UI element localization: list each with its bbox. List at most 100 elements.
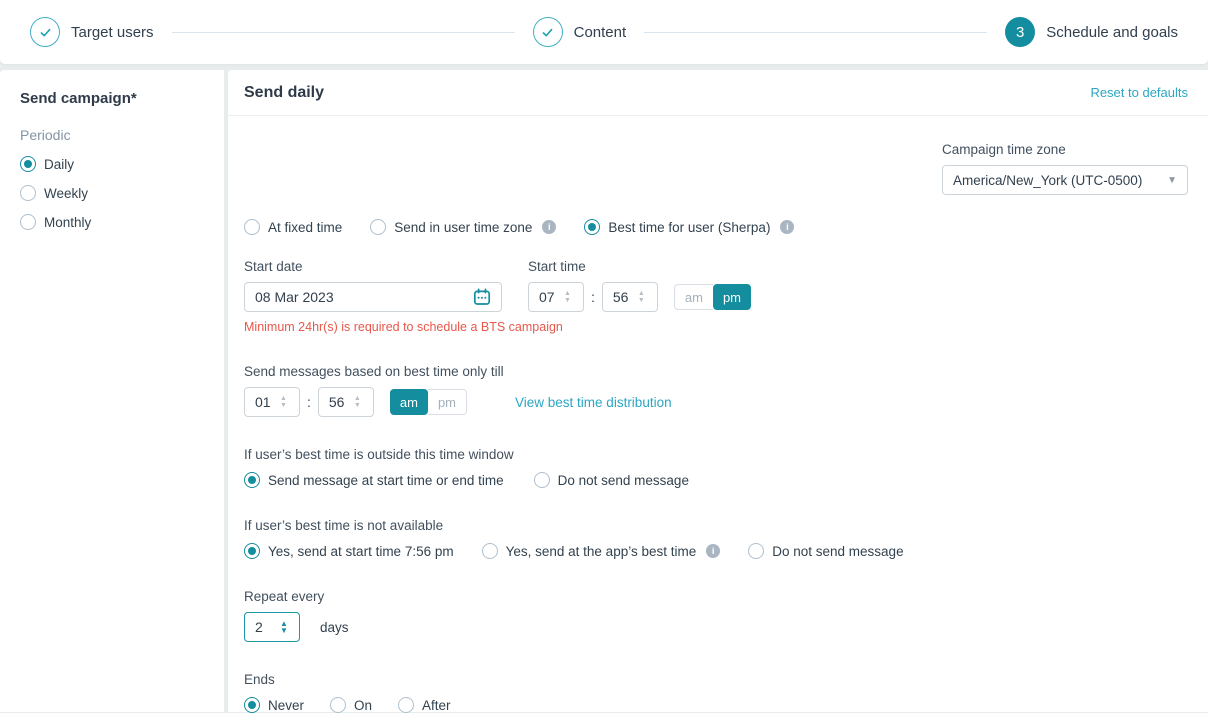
radio-button-icon <box>398 697 415 713</box>
delivery-mode-group: At fixed time Send in user time zone Bes… <box>244 219 1188 235</box>
radio-button-icon <box>244 219 260 235</box>
spinner-down-icon[interactable]: ▼ <box>280 402 287 409</box>
radio-do-not-send-2[interactable]: Do not send message <box>748 543 904 559</box>
start-minute-stepper[interactable]: ▲▼ <box>601 282 658 312</box>
radio-weekly[interactable]: Weekly <box>20 185 204 201</box>
step-target-users[interactable]: Target users <box>30 17 154 47</box>
spinner-down-icon[interactable]: ▼ <box>637 297 645 304</box>
step-content[interactable]: Content <box>532 17 627 47</box>
info-icon[interactable] <box>780 220 795 234</box>
window-hour-input[interactable] <box>245 394 279 410</box>
spinner-arrows[interactable]: ▲ ▼ <box>280 395 287 409</box>
spinner-down-icon[interactable]: ▼ <box>564 297 571 304</box>
radio-button-icon <box>370 219 387 235</box>
wizard-stepper: Target users Content 3 Schedule and goal… <box>0 0 1208 64</box>
radio-button-icon <box>584 219 601 235</box>
outside-window-group: Send message at start time or end time D… <box>244 472 1188 488</box>
radio-send-at-start-or-end[interactable]: Send message at start time or end time <box>244 472 504 488</box>
radio-daily[interactable]: Daily <box>20 156 204 172</box>
info-icon[interactable] <box>706 544 721 558</box>
timezone-value: America/New_York (UTC-0500) <box>953 172 1143 188</box>
radio-label: Weekly <box>44 185 89 201</box>
radio-best-time-for-user[interactable]: Best time for user (Sherpa) <box>584 219 795 235</box>
spinner-up-icon[interactable]: ▲ <box>637 290 645 297</box>
spinner-arrows[interactable]: ▲ ▼ <box>354 395 361 409</box>
radio-send-in-user-time-zone[interactable]: Send in user time zone <box>370 219 557 235</box>
spinner-up-icon[interactable]: ▲ <box>564 290 571 297</box>
radio-ends-after[interactable]: After <box>398 697 451 713</box>
am-toggle[interactable]: am <box>389 389 428 415</box>
radio-label: Daily <box>44 156 75 172</box>
spinner-arrows[interactable]: ▲ ▼ <box>564 290 571 304</box>
checkmark-icon <box>40 28 50 36</box>
start-date-value: 08 Mar 2023 <box>255 289 334 305</box>
not-available-label: If user’s best time is not available <box>244 518 444 533</box>
ends-group: Never On After <box>244 697 1188 713</box>
radio-label: Monthly <box>44 214 92 230</box>
pm-toggle[interactable]: pm <box>712 284 752 310</box>
window-hour-stepper[interactable]: ▲▼ <box>244 387 300 417</box>
panel-title: Send daily <box>244 83 325 101</box>
start-date-label: Start date <box>244 259 303 274</box>
radio-button-icon <box>20 214 36 230</box>
radio-ends-on[interactable]: On <box>330 697 372 713</box>
spinner-up-icon[interactable]: ▲ <box>280 619 288 628</box>
spinner-down-icon[interactable]: ▼ <box>280 626 288 635</box>
time-separator: : <box>591 289 595 305</box>
timezone-select[interactable]: America/New_York (UTC-0500) ▼ <box>942 165 1188 195</box>
start-time-label: Start time <box>528 259 586 274</box>
info-icon[interactable] <box>542 220 557 234</box>
step-label: Content <box>573 23 627 41</box>
view-best-time-distribution-link[interactable]: View best time distribution <box>515 394 672 410</box>
window-meridiem-toggle: am pm <box>389 389 468 415</box>
reset-to-defaults-link[interactable]: Reset to defaults <box>1090 85 1188 100</box>
step-label: Schedule and goals <box>1046 23 1178 41</box>
best-time-window-label: Send messages based on best time only ti… <box>244 364 504 379</box>
not-available-group: Yes, send at start time 7:56 pm Yes, sen… <box>244 543 1188 559</box>
radio-label: Send in user time zone <box>394 219 533 235</box>
start-time-block: Start time ▲▼ : ▲▼ am pm <box>528 259 752 312</box>
sidebar-title: Send campaign* <box>20 90 137 107</box>
radio-button-icon <box>20 156 36 172</box>
spinner-arrows[interactable]: ▲ ▼ <box>280 619 288 635</box>
radio-label: After <box>422 697 451 713</box>
spinner-up-icon[interactable]: ▲ <box>353 395 361 402</box>
repeat-days-stepper[interactable]: ▲▼ <box>244 612 300 642</box>
panel-header: Send daily Reset to defaults <box>228 70 1208 116</box>
check-circle-icon <box>532 17 563 47</box>
radio-label: Send message at start time or end time <box>268 472 504 488</box>
timezone-label: Campaign time zone <box>942 142 1066 157</box>
radio-label: Never <box>268 697 305 713</box>
start-minute-input[interactable] <box>602 289 637 305</box>
am-toggle[interactable]: am <box>673 284 713 310</box>
radio-monthly[interactable]: Monthly <box>20 214 204 230</box>
radio-do-not-send[interactable]: Do not send message <box>533 472 689 488</box>
spinner-up-icon[interactable]: ▲ <box>280 395 287 402</box>
radio-at-fixed-time[interactable]: At fixed time <box>244 219 342 235</box>
bts-error-message: Minimum 24hr(s) is required to schedule … <box>244 320 563 334</box>
start-hour-input[interactable] <box>529 289 563 305</box>
repeat-unit-label: days <box>320 619 349 635</box>
radio-button-icon <box>244 472 260 488</box>
spinner-arrows[interactable]: ▲ ▼ <box>638 290 645 304</box>
radio-label: Do not send message <box>557 472 689 488</box>
radio-send-at-start-time[interactable]: Yes, send at start time 7:56 pm <box>244 543 454 559</box>
window-minute-stepper[interactable]: ▲▼ <box>317 387 374 417</box>
campaign-timezone-block: Campaign time zone America/New_York (UTC… <box>942 142 1188 195</box>
radio-button-icon <box>748 543 765 559</box>
radio-label: Yes, send at the app’s best time <box>505 543 697 559</box>
spinner-down-icon[interactable]: ▼ <box>353 402 361 409</box>
step-label: Target users <box>71 23 154 41</box>
pm-toggle[interactable]: pm <box>427 389 468 415</box>
chevron-down-icon: ▼ <box>1167 174 1177 186</box>
window-minute-input[interactable] <box>318 394 353 410</box>
radio-ends-never[interactable]: Never <box>244 697 304 713</box>
start-date-input[interactable]: 08 Mar 2023 <box>244 282 502 312</box>
step-number-badge: 3 <box>1005 17 1036 47</box>
radio-send-at-apps-best-time[interactable]: Yes, send at the app’s best time <box>481 543 721 559</box>
start-hour-stepper[interactable]: ▲▼ <box>528 282 584 312</box>
step-schedule-and-goals[interactable]: 3 Schedule and goals <box>1005 17 1178 47</box>
repeat-days-input[interactable] <box>245 619 279 635</box>
radio-label: At fixed time <box>268 219 343 235</box>
ends-label: Ends <box>244 672 275 687</box>
